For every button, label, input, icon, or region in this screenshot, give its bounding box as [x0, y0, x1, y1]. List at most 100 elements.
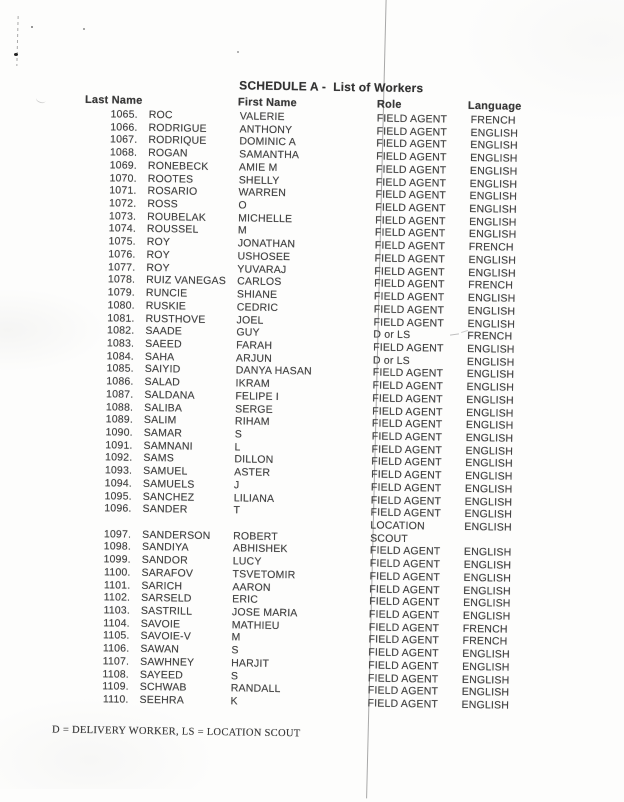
cell-number: 1065. — [110, 108, 138, 121]
cell-role: FIELD AGENT — [376, 150, 447, 164]
cell-last-name: SEEHRA — [139, 693, 185, 707]
cell-number: 1073. — [108, 210, 137, 223]
cell-first-name: S — [230, 669, 239, 683]
cell-last-name: SALAD — [144, 375, 181, 389]
cell-first-name: JONATHAN — [237, 237, 296, 251]
cell-role: FIELD AGENT — [376, 112, 448, 126]
cell-last-name: ROGAN — [148, 147, 188, 160]
cell-language: FRENCH — [467, 330, 513, 343]
cell-number: 1076. — [108, 248, 136, 261]
cell-role: FIELD AGENT — [371, 417, 443, 431]
cell-language: ENGLISH — [465, 444, 514, 458]
table-header: Last Name First Name Role Language — [2, 0, 624, 113]
cell-last-name: ROUBELAK — [147, 210, 207, 224]
cell-first-name: DOMINIC A — [239, 135, 297, 149]
cell-last-name: RONEBECK — [147, 159, 209, 173]
cell-number: 1100. — [103, 566, 131, 579]
cell-first-name: AARON — [232, 580, 271, 594]
cell-number: 1099. — [103, 553, 131, 566]
cell-role: FIELD AGENT — [374, 252, 446, 266]
cell-last-name: SAVOIE-V — [140, 630, 192, 644]
cell-number: 1106. — [102, 642, 130, 655]
cell-first-name: DILLON — [234, 453, 274, 467]
cell-last-name: SAMAR — [143, 426, 183, 440]
cell-last-name: SAMNANI — [143, 439, 193, 453]
cell-language: ENGLISH — [469, 203, 517, 216]
cell-language: ENGLISH — [469, 190, 518, 204]
cell-first-name: JOSE MARIA — [231, 606, 298, 620]
cell-first-name: L — [234, 441, 241, 454]
cell-number: 1068. — [109, 146, 138, 159]
cell-role: FIELD AGENT — [371, 443, 443, 457]
cell-role: FIELD AGENT — [371, 455, 442, 469]
cell-role: FIELD AGENT — [367, 697, 439, 711]
cell-first-name: USHOSEE — [237, 250, 291, 264]
cell-role: FIELD AGENT — [376, 137, 447, 152]
cell-number: 1086. — [106, 375, 134, 388]
cell-number: 1084. — [106, 349, 135, 363]
cell-last-name: SANCHEZ — [142, 490, 195, 504]
cell-last-name: SASTRILL — [140, 604, 193, 618]
cell-first-name: M — [237, 224, 248, 237]
cell-first-name: O — [238, 199, 247, 212]
cell-language: ENGLISH — [470, 139, 518, 153]
cell-last-name: ROUSSEL — [146, 223, 199, 237]
cell-language: ENGLISH — [464, 508, 513, 521]
cell-first-name: SHELLY — [238, 173, 280, 187]
cell-first-name: YUVARAJ — [237, 262, 287, 276]
cell-first-name: AMIE M — [238, 161, 278, 174]
scan-artifact-dot — [14, 53, 18, 56]
cell-first-name: FARAH — [236, 339, 273, 352]
cell-language: FRENCH — [468, 241, 514, 254]
column-header-last-name: Last Name — [84, 93, 143, 107]
cell-language: ENGLISH — [469, 164, 518, 178]
scan-artifact-dot — [83, 28, 85, 30]
cell-role: FIELD AGENT — [372, 405, 443, 419]
cell-language: ENGLISH — [470, 126, 519, 140]
cell-role: FIELD AGENT — [374, 239, 446, 253]
cell-number: 1098. — [103, 540, 132, 554]
cell-first-name: WARREN — [238, 186, 287, 200]
cell-number: 1067. — [110, 133, 138, 147]
cell-number: 1092. — [105, 451, 133, 465]
cell-first-name: SHIANE — [236, 288, 278, 302]
cell-number: 1075. — [108, 235, 136, 248]
cell-last-name: RUNCIE — [145, 286, 188, 300]
cell-last-name: SARICH — [141, 579, 183, 593]
cell-last-name: ROOTES — [147, 172, 194, 186]
cell-language: ENGLISH — [462, 660, 510, 674]
cell-first-name: IKRAM — [235, 377, 270, 390]
cell-role: FIELD AGENT — [367, 684, 439, 698]
cell-number: 1070. — [109, 171, 137, 185]
cell-role: FIELD AGENT — [371, 468, 442, 482]
cell-first-name: ANTHONY — [239, 123, 293, 136]
cell-first-name: M — [231, 631, 241, 644]
cell-role: FIELD AGENT — [373, 315, 445, 330]
cell-last-name: SANDIYA — [141, 541, 189, 555]
cell-first-name: MATHIEU — [231, 619, 280, 632]
cell-last-name: SAWAN — [140, 643, 180, 656]
cell-last-name: ROY — [146, 261, 170, 274]
cell-first-name: S — [234, 428, 243, 441]
cell-number: 1104. — [103, 617, 130, 630]
cell-last-name: SALDANA — [144, 388, 195, 402]
cell-language: ENGLISH — [466, 406, 514, 420]
cell-last-name: RUIZ VANEGAS — [146, 274, 227, 288]
cell-language: ENGLISH — [463, 571, 512, 585]
cell-language: FRENCH — [470, 113, 516, 127]
cell-language: ENGLISH — [469, 215, 517, 229]
cell-role: FIELD AGENT — [370, 506, 442, 520]
cell-number: 1091. — [105, 438, 133, 452]
cell-first-name: TSVETOMIR — [232, 568, 296, 582]
cell-last-name: SAIYID — [144, 363, 181, 376]
cell-number: 1095. — [104, 489, 132, 503]
cell-last-name: ROSARIO — [147, 185, 198, 199]
cell-role: FIELD AGENT — [375, 163, 447, 177]
cell-role: FIELD AGENT — [376, 125, 448, 139]
cell-number: 1071. — [109, 184, 137, 198]
cell-role: FIELD AGENT — [374, 226, 446, 241]
cell-first-name: ERIC — [232, 593, 259, 607]
cell-language: ENGLISH — [466, 393, 514, 407]
cell-last-name: ROC — [148, 108, 173, 122]
